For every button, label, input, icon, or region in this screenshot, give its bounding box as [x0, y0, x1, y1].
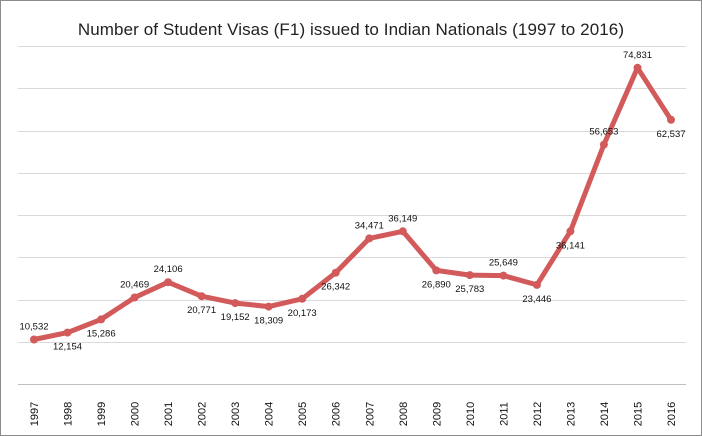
- data-point-2012: [532, 280, 541, 289]
- data-point-2001: [164, 278, 173, 287]
- x-tick-label-2001: 2001: [163, 402, 175, 426]
- data-point-2008: [398, 227, 407, 236]
- x-tick-label-1998: 1998: [63, 402, 75, 426]
- data-point-2007: [365, 234, 374, 243]
- data-label-2007: 34,471: [355, 220, 384, 231]
- data-label-1998: 12,154: [53, 342, 82, 353]
- data-point-2000: [130, 293, 139, 302]
- data-point-2003: [231, 299, 240, 308]
- x-tick-label-1999: 1999: [96, 402, 108, 426]
- x-tick-label-2006: 2006: [331, 402, 343, 426]
- data-label-2008: 36,149: [388, 213, 417, 224]
- data-point-2015: [633, 63, 642, 72]
- x-tick-label-2013: 2013: [565, 402, 577, 426]
- x-tick-label-2010: 2010: [465, 402, 477, 426]
- x-tick-label-2011: 2011: [498, 402, 510, 426]
- data-label-2016: 62,537: [656, 129, 685, 140]
- data-label-2012: 23,446: [522, 294, 551, 305]
- data-label-2011: 25,649: [489, 258, 518, 269]
- data-point-1997: [30, 335, 38, 344]
- data-point-1998: [63, 328, 72, 337]
- data-label-2002: 20,771: [187, 305, 216, 316]
- data-label-2015: 74,831: [623, 50, 652, 61]
- x-tick-label-2007: 2007: [364, 402, 376, 426]
- data-point-2002: [197, 292, 206, 301]
- chart-title: Number of Student Visas (F1) issued to I…: [77, 20, 625, 39]
- x-tick-label-2004: 2004: [264, 402, 276, 426]
- data-point-2005: [298, 294, 307, 303]
- x-tick-label-2014: 2014: [599, 402, 611, 426]
- series-line-layer: [31, 65, 674, 342]
- data-point-2011: [499, 271, 508, 280]
- data-label-2006: 26,342: [321, 282, 350, 293]
- x-tick-label-2009: 2009: [431, 402, 443, 426]
- data-label-2003: 19,152: [221, 312, 250, 323]
- x-tick-label-2012: 2012: [532, 402, 544, 426]
- x-tick-label-2005: 2005: [297, 402, 309, 426]
- data-label-2013: 36,141: [556, 240, 585, 251]
- data-label-2014: 56,653: [589, 127, 618, 138]
- data-point-2004: [264, 302, 273, 311]
- data-point-2013: [566, 227, 575, 236]
- x-tick-label-2002: 2002: [197, 402, 209, 426]
- x-tick-labels: 1997 1998 1999 2000 2001 2002 2003 2004 2005 2006…: [29, 402, 678, 426]
- data-points: [30, 63, 675, 344]
- x-tick-label-1997: 1997: [29, 402, 41, 426]
- data-point-2014: [599, 140, 608, 149]
- data-point-1999: [97, 315, 106, 324]
- data-label-2009: 26,890: [422, 279, 451, 290]
- x-tick-label-2003: 2003: [230, 402, 242, 426]
- data-point-2006: [331, 268, 340, 277]
- data-label-2010: 25,783: [455, 284, 484, 295]
- x-tick-label-2000: 2000: [130, 402, 142, 426]
- data-label-2004: 18,309: [254, 316, 283, 327]
- data-labels: 10,532 12,154 15,286 20,469 24,106 20,771 19,1…: [19, 50, 685, 353]
- data-label-1997: 10,532: [19, 322, 48, 333]
- x-tick-label-2015: 2015: [633, 402, 645, 426]
- x-tick-label-2008: 2008: [398, 402, 410, 426]
- x-tick-label-2016: 2016: [666, 402, 678, 426]
- data-point-2016: [667, 115, 675, 124]
- data-point-2009: [432, 266, 441, 275]
- data-label-2005: 20,173: [288, 308, 317, 319]
- data-label-1999: 15,286: [87, 328, 116, 339]
- series-line: [31, 65, 674, 342]
- data-point-2010: [465, 271, 474, 280]
- data-label-2001: 24,106: [154, 264, 183, 275]
- data-label-2000: 20,469: [120, 280, 149, 291]
